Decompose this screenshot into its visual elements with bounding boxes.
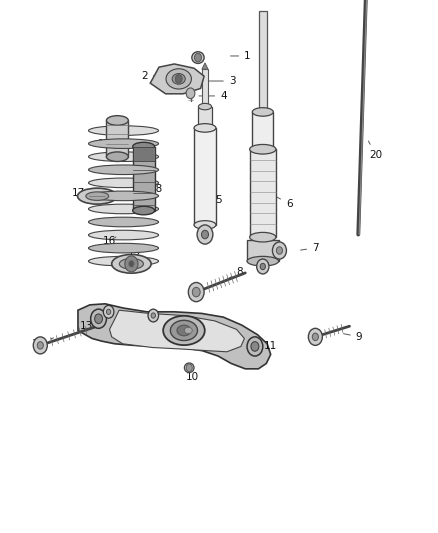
Ellipse shape [192,52,204,63]
Circle shape [308,328,322,345]
Circle shape [257,259,269,274]
Ellipse shape [198,125,212,131]
Text: 1: 1 [230,51,251,61]
Polygon shape [150,64,204,94]
Ellipse shape [250,144,276,154]
Circle shape [276,247,283,254]
Ellipse shape [88,178,159,188]
Ellipse shape [252,108,273,116]
Ellipse shape [194,124,216,132]
Circle shape [192,287,200,297]
Text: 9: 9 [343,332,363,342]
Circle shape [194,53,201,62]
Circle shape [103,305,114,318]
Text: 18: 18 [150,184,163,194]
Circle shape [106,309,111,314]
Bar [194,128,216,225]
Text: 5: 5 [207,183,223,205]
Circle shape [260,263,265,270]
Ellipse shape [119,259,143,269]
Polygon shape [78,304,271,369]
Ellipse shape [88,139,159,148]
Circle shape [247,337,263,356]
Ellipse shape [106,116,128,125]
Ellipse shape [88,217,159,227]
Ellipse shape [250,232,276,242]
Circle shape [151,313,155,318]
Ellipse shape [88,230,159,240]
Ellipse shape [194,221,216,229]
Circle shape [129,261,134,267]
Text: 11: 11 [258,342,277,351]
Circle shape [175,75,182,83]
Bar [198,107,212,128]
Ellipse shape [133,206,155,215]
Ellipse shape [106,152,128,161]
Bar [106,120,128,157]
Circle shape [125,256,138,272]
Circle shape [251,342,259,351]
Ellipse shape [187,89,194,94]
Ellipse shape [112,255,151,273]
Circle shape [33,337,47,354]
Text: 10: 10 [186,368,199,382]
Text: 20: 20 [368,141,382,159]
Circle shape [272,242,286,259]
Text: 14: 14 [159,319,185,329]
Bar [202,69,208,107]
Ellipse shape [88,204,159,214]
Ellipse shape [247,256,279,266]
Text: 8: 8 [226,267,244,280]
Bar [250,149,276,237]
Ellipse shape [184,327,192,334]
Ellipse shape [172,74,185,84]
Ellipse shape [170,320,198,341]
Bar [247,240,279,261]
Bar [133,147,155,161]
Text: 6: 6 [270,193,293,208]
Text: 7: 7 [300,243,319,253]
Ellipse shape [88,165,159,175]
Circle shape [186,88,195,99]
Circle shape [186,364,192,372]
Text: 17: 17 [71,188,92,198]
Circle shape [37,342,43,349]
Ellipse shape [184,363,194,373]
Bar [259,11,267,112]
Ellipse shape [166,69,191,89]
Circle shape [95,314,102,324]
Polygon shape [202,63,208,69]
Ellipse shape [198,103,212,110]
Text: 12: 12 [32,338,53,349]
Text: 4: 4 [199,91,227,101]
Text: 3: 3 [208,76,236,86]
Circle shape [201,230,208,239]
Ellipse shape [133,142,155,151]
Ellipse shape [88,256,159,266]
Circle shape [312,333,318,341]
Circle shape [197,225,213,244]
Text: 16: 16 [103,236,116,246]
Circle shape [148,309,159,322]
Ellipse shape [163,316,205,345]
Ellipse shape [86,192,109,200]
Text: 15: 15 [128,247,141,261]
Ellipse shape [78,188,117,204]
Polygon shape [110,310,244,352]
Bar [252,112,273,149]
Text: 2: 2 [141,71,157,80]
Circle shape [188,282,204,302]
Ellipse shape [88,243,159,253]
Ellipse shape [177,325,191,336]
Text: 13: 13 [80,321,96,331]
Text: 19: 19 [98,139,114,149]
Ellipse shape [88,191,159,200]
Ellipse shape [88,152,159,161]
Ellipse shape [252,145,273,154]
Bar [133,147,155,211]
Circle shape [91,309,106,328]
Ellipse shape [88,126,159,135]
